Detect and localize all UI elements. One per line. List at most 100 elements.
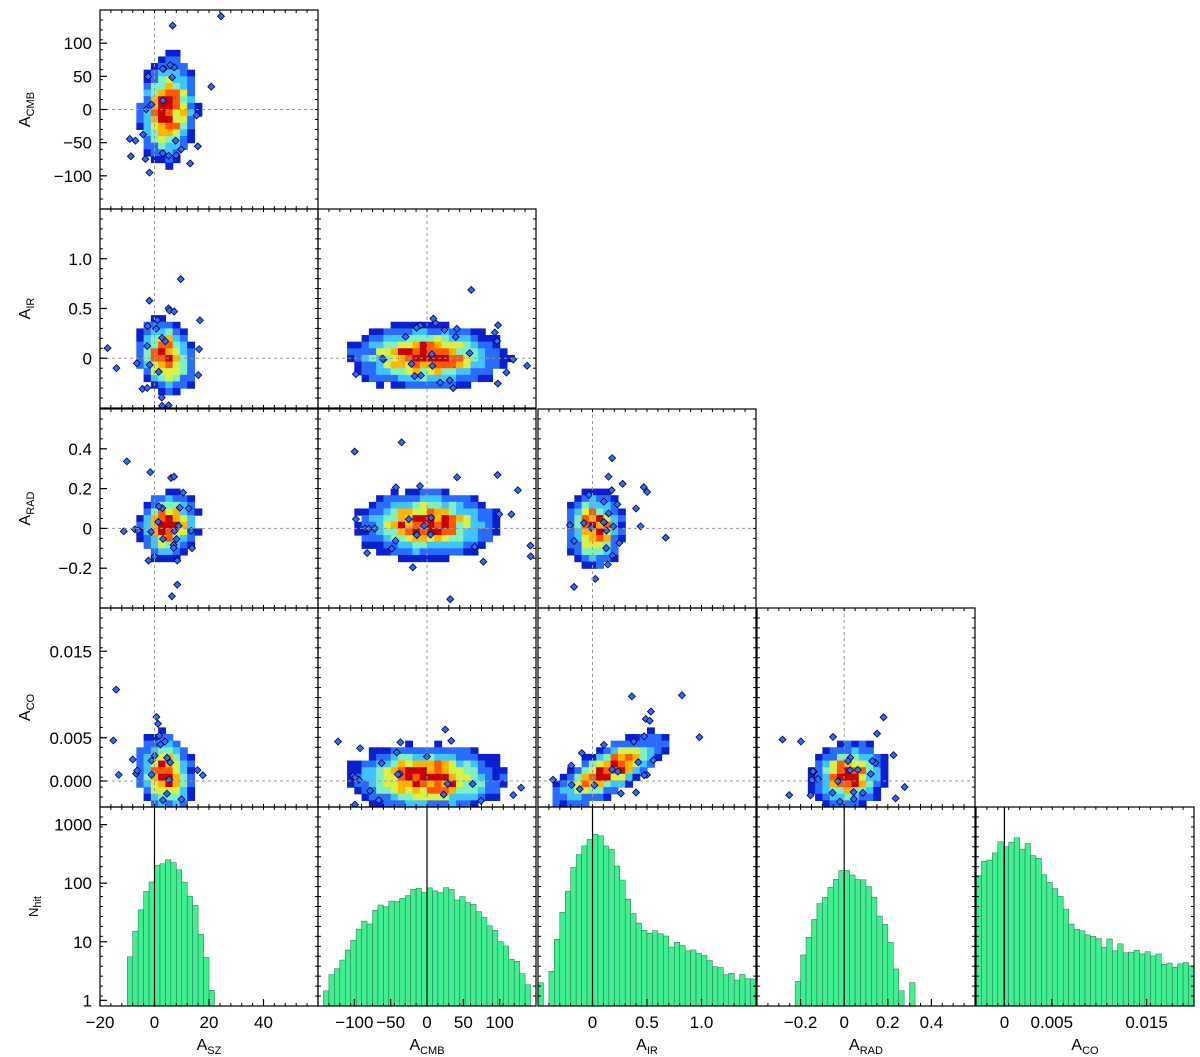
histogram-bar [127,956,133,1007]
density-cell [405,501,414,510]
density-cell [347,341,355,349]
density-cell [477,515,486,523]
density-cell [179,102,188,111]
outlier-point [351,515,361,524]
density-cell [405,374,414,383]
density-cell [456,354,464,363]
histogram-bar [372,910,379,1007]
histogram-bar [1128,951,1135,1007]
density-cell [143,122,152,130]
density-cell [158,787,166,795]
density-cell [610,554,619,563]
density-cell [463,793,472,801]
density-cell [419,515,428,523]
density-cell [361,535,370,543]
outlier-point [144,556,153,565]
outlier-point [441,725,450,734]
density-cell [150,747,159,755]
outlier-point [128,755,137,764]
density-cell [187,501,196,510]
outlier-point [187,526,196,535]
outlier-point [363,548,372,558]
density-cell [383,767,392,775]
density-cell [158,734,166,742]
outlier-point [575,784,584,794]
density-cell [158,328,166,336]
density-cell [632,747,641,755]
density-cell [499,361,508,369]
density-cell [383,747,392,755]
density-cell [858,760,867,768]
outlier-point [404,515,413,524]
density-cell [596,535,604,543]
density-cell [419,548,428,556]
density-cell [361,767,370,775]
density-cell [427,541,435,549]
density-cell [485,787,493,795]
density-cell [492,361,501,369]
histogram-bar [448,888,455,1007]
density-cell [187,76,196,84]
density-cell [456,760,464,768]
density-cell [858,800,867,807]
density-cell [434,335,443,343]
density-cell [596,760,604,768]
density-cell [434,787,443,795]
density-cell [179,495,188,503]
density-cell [477,780,486,788]
density-cell [596,508,604,516]
density-cell [632,753,641,762]
density-cell [187,69,196,77]
density-cell [179,773,188,782]
outlier-point [158,96,168,105]
density-panel-sz-ir [99,208,319,409]
histogram-bar [1073,928,1080,1007]
outlier-point [172,151,181,160]
histogram-bar [833,879,839,1007]
density-cell [581,501,590,510]
density-cell [477,368,486,376]
density-cell [143,116,152,124]
density-cell [499,767,508,775]
density-cell [143,521,152,529]
density-cell [419,335,428,343]
density-cell [456,381,464,389]
density-cell [172,328,181,336]
density-cell [596,787,604,795]
outlier-point [858,788,867,797]
density-cell [427,535,435,543]
density-cell [492,341,501,349]
density-cell [368,760,377,768]
density-cell [485,535,493,543]
density-cell [477,508,486,516]
histogram-bar [475,911,482,1007]
density-cell [143,142,152,150]
density-cell [187,381,196,389]
density-cell [419,508,428,516]
plot-cells-layer [99,9,1195,1007]
outlier-point [170,526,179,536]
density-cell [485,368,493,376]
density-cell [397,515,406,523]
density-cell [456,328,464,336]
x-tick-label: −50 [376,1013,405,1032]
outlier-point [640,771,649,780]
histogram-bar [323,990,330,1007]
density-cell [470,747,479,755]
density-cell [368,515,377,523]
density-cell [567,515,575,523]
density-cell [172,109,181,117]
density-cell [179,793,188,801]
histogram-bar [170,862,177,1007]
outlier-point [567,780,576,789]
density-panel-cmb-ir [317,208,537,409]
x-axis-title-ir: AIR [636,1037,658,1057]
density-cell [165,787,174,795]
density-cell [419,381,428,389]
density-cell [836,793,845,801]
density-cell [354,508,363,516]
density-cell [187,89,196,97]
density-cell [412,335,421,343]
density-cell [434,374,443,383]
density-cell [136,348,145,356]
